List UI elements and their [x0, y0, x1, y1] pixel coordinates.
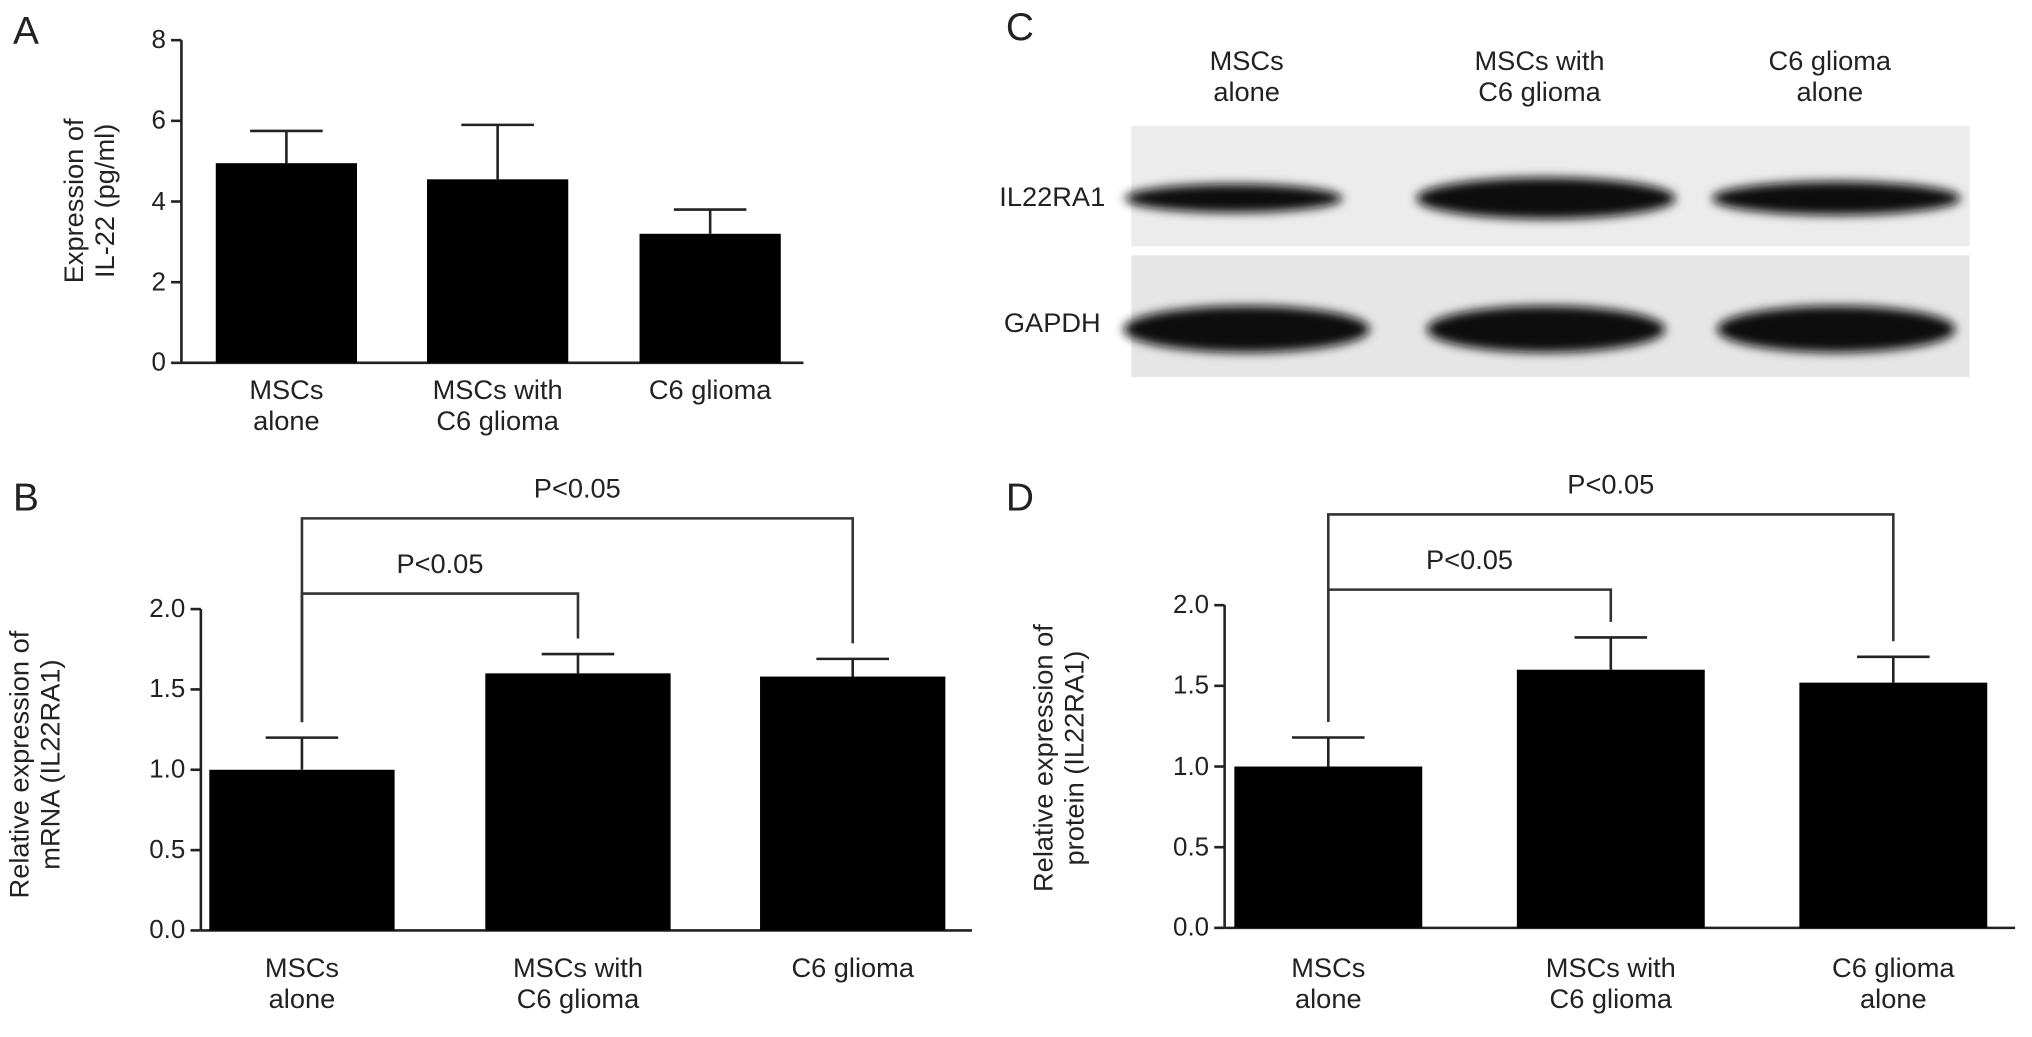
x-tick-label: C6 glioma — [791, 953, 914, 984]
bar — [485, 673, 671, 931]
x-tick-label: MSCs alone — [1291, 953, 1366, 1015]
y-tick-label: 0.0 — [1173, 913, 1210, 943]
blot-band — [1711, 181, 1961, 216]
x-tick-label: MSCs with C6 glioma — [512, 953, 643, 1015]
y-tick-label: 1.5 — [149, 675, 186, 704]
y-tick-label: 0.0 — [149, 916, 186, 945]
y-tick-label: 0 — [151, 348, 166, 378]
blot-column-label: C6 glioma alone — [1768, 46, 1892, 108]
bar — [1799, 682, 1988, 928]
bar — [1516, 669, 1705, 928]
significance-label: P<0.05 — [396, 549, 484, 580]
bar — [209, 769, 395, 931]
error-bar — [1574, 636, 1648, 670]
blot-column-label: MSCs alone — [1209, 46, 1284, 108]
y-tick-label: 0.5 — [149, 835, 186, 865]
significance-label: P<0.05 — [533, 474, 621, 505]
y-tick-label: 6 — [151, 106, 166, 136]
y-axis-label: Relative expression of protein (IL22RA1) — [1028, 624, 1090, 892]
y-tick-label: 1.0 — [1173, 752, 1210, 781]
blot-band — [1416, 177, 1676, 220]
bar — [426, 179, 569, 363]
y-tick-label: 4 — [151, 187, 166, 216]
panel-label: A — [12, 10, 39, 54]
y-tick-label: 2.0 — [1173, 590, 1210, 620]
panel-label: D — [1005, 476, 1034, 520]
error-bar — [1857, 655, 1930, 683]
error-bar — [673, 208, 747, 234]
y-tick-label: 2 — [151, 267, 166, 297]
y-tick-label: 2.0 — [149, 594, 186, 624]
error-bar — [816, 657, 889, 677]
bar — [1234, 766, 1423, 928]
x-tick-label: C6 glioma alone — [1832, 953, 1955, 1015]
blot-band — [1123, 305, 1370, 353]
error-bar — [265, 736, 339, 770]
y-tick-label: 8 — [151, 25, 166, 55]
significance-bracket — [300, 517, 854, 723]
significance-label: P<0.05 — [1426, 545, 1514, 576]
y-tick-label: 0.5 — [1173, 832, 1210, 862]
blot-row-label: GAPDH — [1003, 308, 1101, 339]
y-axis-label: Expression of IL-22 (pg/ml) — [59, 118, 121, 284]
x-tick-label: MSCs alone — [249, 375, 324, 437]
bar — [760, 676, 946, 931]
y-axis-label: Relative expression of mRNA (IL22RA1) — [5, 630, 67, 899]
blot-band — [1124, 184, 1343, 213]
panel-label: B — [12, 476, 39, 520]
bar — [639, 233, 781, 363]
error-bar — [1292, 736, 1365, 767]
error-bar — [541, 652, 615, 674]
blot-column-label: MSCs with C6 glioma — [1474, 46, 1605, 108]
significance-label: P<0.05 — [1567, 470, 1655, 501]
x-tick-label: MSCs with C6 glioma — [432, 375, 563, 437]
error-bar — [461, 123, 534, 180]
blot-row-label: IL22RA1 — [999, 182, 1106, 213]
x-tick-label: MSCs with C6 glioma — [1545, 953, 1676, 1015]
error-bar — [250, 129, 323, 164]
blot-band — [1426, 305, 1666, 353]
x-tick-label: C6 glioma — [648, 375, 772, 406]
bar — [215, 163, 358, 363]
y-tick-label: 1.0 — [149, 755, 186, 785]
panel-label: C — [1005, 6, 1034, 50]
significance-bracket — [1327, 513, 1895, 722]
x-tick-label: MSCs alone — [264, 953, 339, 1015]
y-tick-label: 1.5 — [1173, 671, 1210, 701]
blot-band — [1717, 305, 1956, 353]
